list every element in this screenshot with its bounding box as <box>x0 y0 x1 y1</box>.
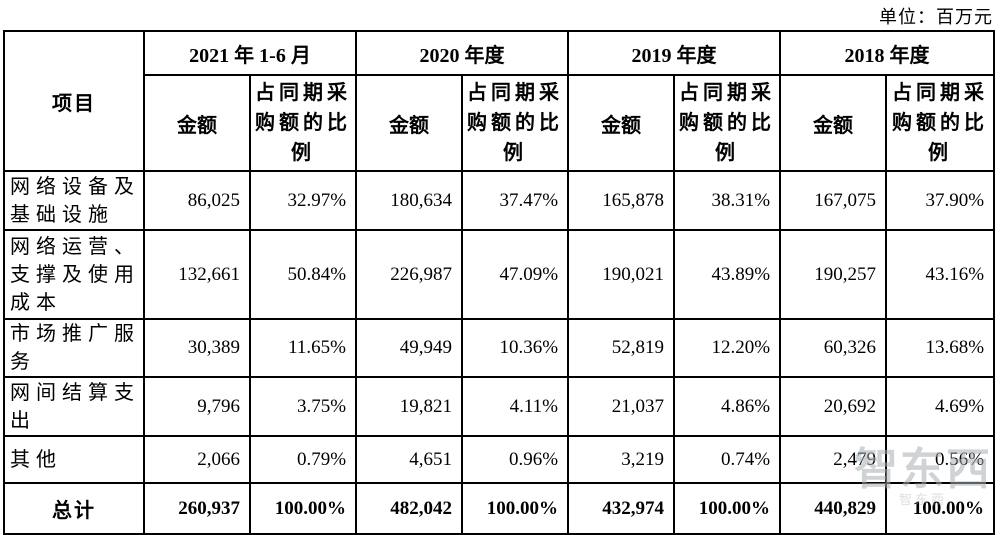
row-label-cell: 市场推广服务 <box>3 318 145 378</box>
row-label-cell: 网络设备及基础设施 <box>3 170 145 231</box>
column-header-period-2021h1: 2021 年 1-6 月 <box>142 30 358 76</box>
table-row-marketing-services: 市场推广服务 30,389 11.65% 49,949 10.36% 52,81… <box>3 318 996 378</box>
amount-cell: 30,389 <box>143 318 251 378</box>
column-header-period-2020: 2020 年度 <box>355 30 570 76</box>
ratio-cell: 37.47% <box>461 170 570 231</box>
amount-cell: 19,821 <box>355 376 464 437</box>
row-label-cell: 网络运营、支撑及使用成本 <box>3 229 145 320</box>
total-ratio-cell: 100.00% <box>673 482 782 535</box>
unit-label: 单位：百万元 <box>879 7 993 27</box>
ratio-cell: 4.69% <box>885 376 996 437</box>
column-header-ratio: 占同期采 购额的比 例 <box>248 74 358 172</box>
amount-cell: 165,878 <box>567 170 676 231</box>
total-amount-cell: 432,974 <box>567 482 676 535</box>
amount-cell: 3,219 <box>567 435 676 484</box>
total-amount-cell: 440,829 <box>779 482 888 535</box>
ratio-cell: 4.86% <box>673 376 782 437</box>
column-header-amount: 金额 <box>779 74 888 172</box>
table-row-total: 总计 260,937 100.00% 482,042 100.00% 432,9… <box>3 482 996 535</box>
table-row-network-equipment: 网络设备及基础设施 86,025 32.97% 180,634 37.47% 1… <box>3 170 996 231</box>
total-ratio-cell: 100.00% <box>885 482 996 535</box>
amount-cell: 52,819 <box>567 318 676 378</box>
row-label-cell: 其他 <box>3 435 145 484</box>
column-header-amount: 金额 <box>567 74 676 172</box>
ratio-cell: 10.36% <box>461 318 570 378</box>
ratio-cell: 0.74% <box>673 435 782 484</box>
header-row-subcolumns: 金额 占同期采 购额的比 例 金额 占同期采 购额的比 例 金额 占同期采 购额… <box>4 74 996 172</box>
ratio-cell: 37.90% <box>885 170 996 231</box>
amount-cell: 60,326 <box>779 318 888 378</box>
ratio-cell: 3.75% <box>248 376 358 437</box>
ratio-cell: 0.56% <box>885 435 996 484</box>
amount-cell: 132,661 <box>143 229 251 320</box>
column-header-ratio: 占同期采 购额的比 例 <box>461 74 570 172</box>
amount-cell: 190,257 <box>779 229 888 320</box>
ratio-cell: 47.09% <box>461 229 570 320</box>
ratio-cell: 50.84% <box>248 229 358 320</box>
table-row-other: 其他 2,066 0.79% 4,651 0.96% 3,219 0.74% 2… <box>3 435 996 484</box>
amount-cell: 49,949 <box>355 318 464 378</box>
total-ratio-cell: 100.00% <box>248 482 358 535</box>
ratio-cell: 13.68% <box>885 318 996 378</box>
table-row-network-operation: 网络运营、支撑及使用成本 132,661 50.84% 226,987 47.0… <box>3 229 996 320</box>
column-header-ratio: 占同期采 购额的比 例 <box>885 74 996 172</box>
amount-cell: 226,987 <box>355 229 464 320</box>
amount-cell: 190,021 <box>567 229 676 320</box>
ratio-cell: 32.97% <box>248 170 358 231</box>
amount-cell: 4,651 <box>355 435 464 484</box>
column-header-period-2019: 2019 年度 <box>567 30 782 76</box>
column-header-period-2018: 2018 年度 <box>779 30 996 76</box>
amount-cell: 167,075 <box>779 170 888 231</box>
column-header-amount: 金额 <box>143 74 251 172</box>
amount-cell: 180,634 <box>355 170 464 231</box>
amount-cell: 2,479 <box>779 435 888 484</box>
ratio-cell: 0.96% <box>461 435 570 484</box>
amount-cell: 20,692 <box>779 376 888 437</box>
amount-cell: 86,025 <box>143 170 251 231</box>
column-header-item: 项目 <box>3 30 145 172</box>
amount-cell: 21,037 <box>567 376 676 437</box>
ratio-cell: 11.65% <box>248 318 358 378</box>
ratio-cell: 43.16% <box>885 229 996 320</box>
column-header-ratio: 占同期采 购额的比 例 <box>673 74 782 172</box>
ratio-cell: 38.31% <box>673 170 782 231</box>
amount-cell: 9,796 <box>143 376 251 437</box>
total-amount-cell: 260,937 <box>143 482 251 535</box>
ratio-cell: 0.79% <box>248 435 358 484</box>
ratio-cell: 43.89% <box>673 229 782 320</box>
row-label-cell: 网间结算支出 <box>3 376 145 437</box>
procurement-table: 项目 2021 年 1-6 月 2020 年度 2019 年度 2018 年度 … <box>3 30 996 535</box>
column-header-amount: 金额 <box>355 74 464 172</box>
total-ratio-cell: 100.00% <box>461 482 570 535</box>
table-row-internetwork-settlement: 网间结算支出 9,796 3.75% 19,821 4.11% 21,037 4… <box>3 376 996 437</box>
total-amount-cell: 482,042 <box>355 482 464 535</box>
header-row-periods: 项目 2021 年 1-6 月 2020 年度 2019 年度 2018 年度 <box>3 30 996 172</box>
total-label-cell: 总计 <box>3 482 145 535</box>
ratio-cell: 12.20% <box>673 318 782 378</box>
ratio-cell: 4.11% <box>461 376 570 437</box>
amount-cell: 2,066 <box>143 435 251 484</box>
